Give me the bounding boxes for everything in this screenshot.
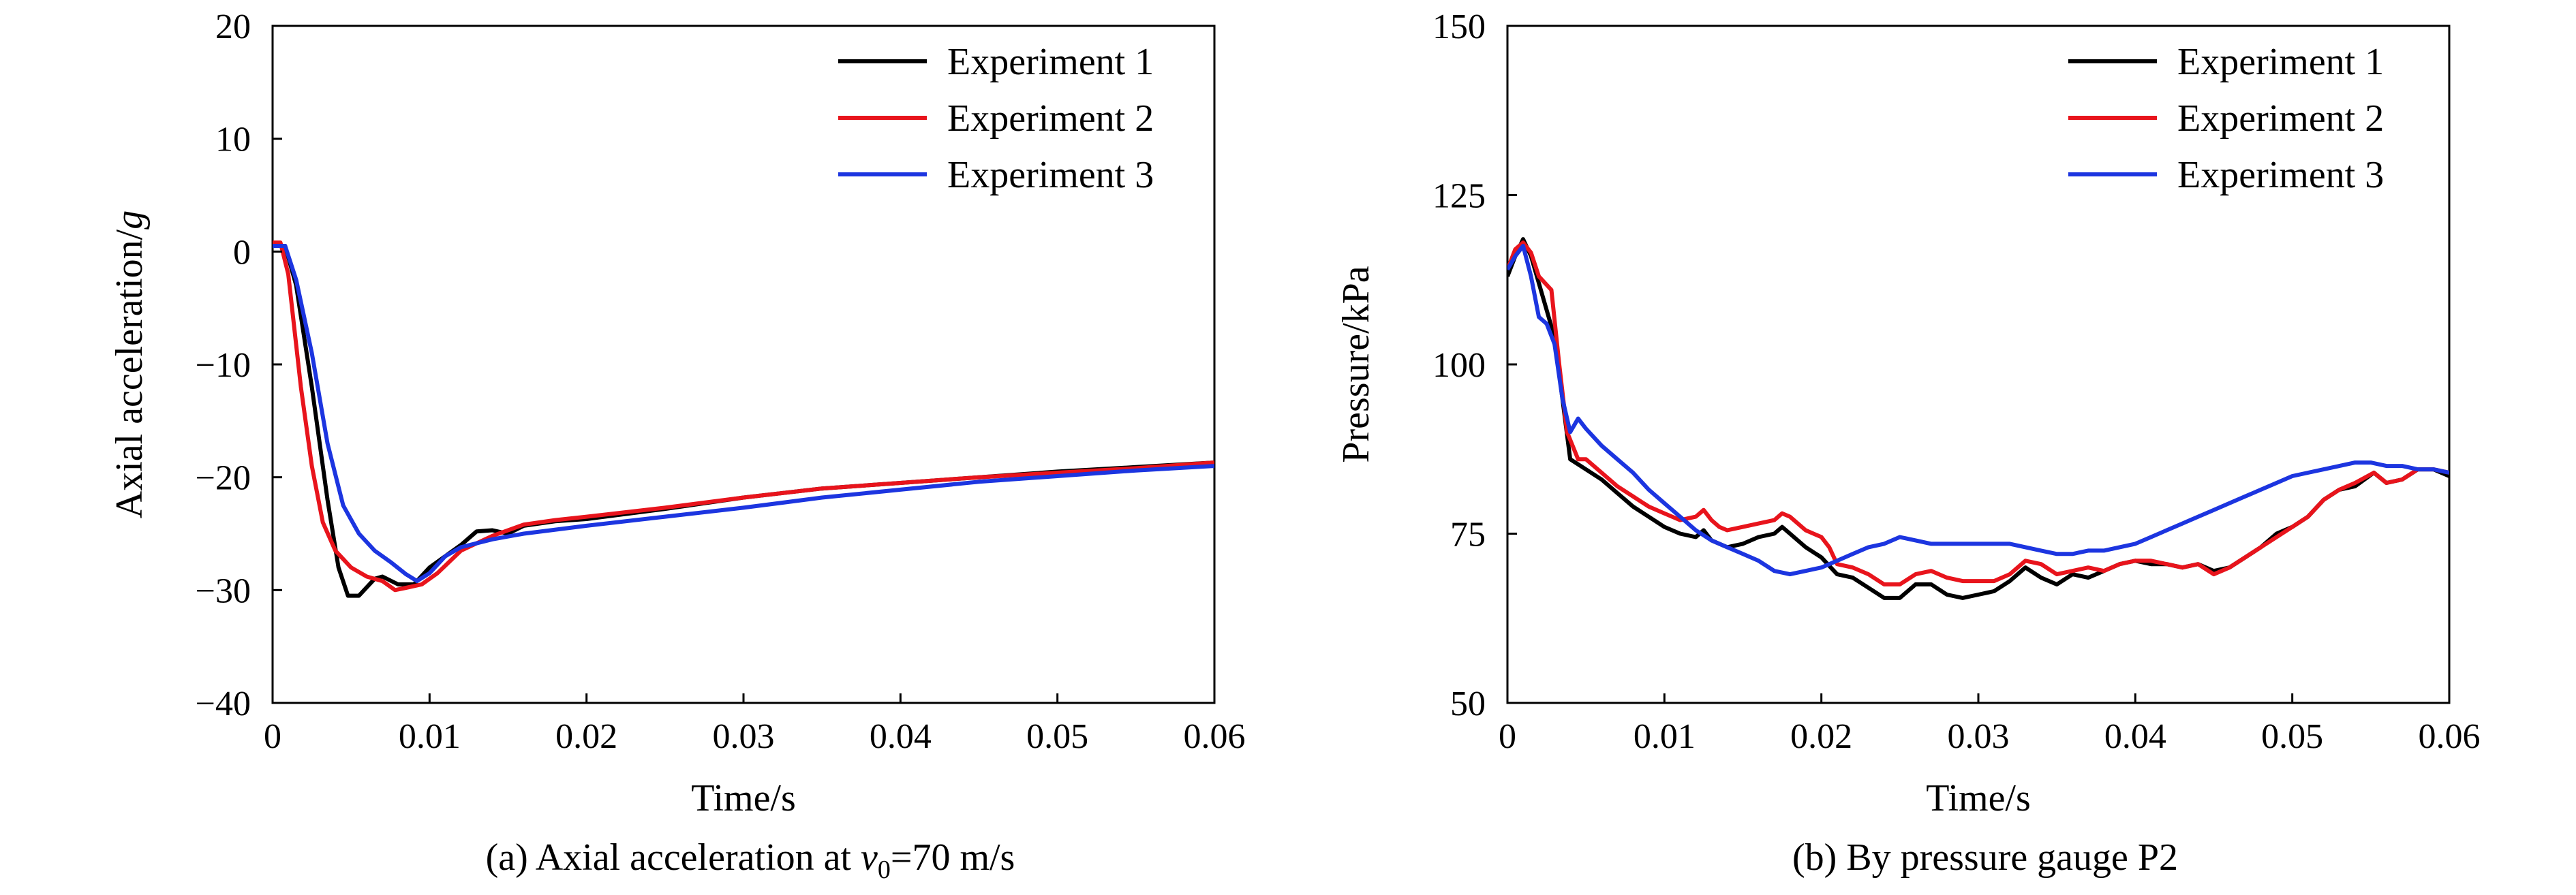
chart-a-x-tick-label: 0.05	[1026, 717, 1088, 756]
chart-b-x-tick-label: 0.03	[1948, 717, 2010, 756]
chart-b-x-tick-label: 0.04	[2104, 717, 2166, 756]
chart-a-series-line-1	[273, 244, 1214, 598]
chart-a-legend-label-2: Experiment 2	[947, 97, 1154, 140]
chart-a-y-tick-label: −20	[196, 459, 251, 498]
chart-b-y-axis-label: Pressure/kPa	[1335, 266, 1377, 462]
chart-a-y-tick-label: 10	[215, 121, 251, 159]
chart-b-x-tick-label: 0.02	[1790, 717, 1852, 756]
chart-a-x-tick-label: 0.02	[555, 717, 617, 756]
chart-b-x-tick-label: 0.01	[1634, 717, 1696, 756]
chart-b-x-tick-label: 0.05	[2261, 717, 2323, 756]
chart-b-x-tick-label: 0	[1499, 717, 1516, 756]
chart-a-y-tick-label: −40	[196, 685, 251, 723]
chart-a-series-line-3	[273, 244, 1214, 584]
chart-a-x-tick-label: 0	[264, 717, 281, 756]
chart-a-legend-label-1: Experiment 1	[947, 41, 1154, 83]
chart-b-legend-label-3: Experiment 3	[2177, 154, 2384, 196]
chart-b-x-tick-label: 0.06	[2419, 717, 2481, 756]
chart-a-x-tick-label: 0.01	[399, 717, 461, 756]
chart-b-y-tick-label: 100	[1432, 346, 1486, 385]
chart-a-y-tick-label: −10	[196, 346, 251, 385]
chart-b-legend-label-2: Experiment 2	[2177, 97, 2384, 140]
chart-b-y-tick-label: 50	[1450, 685, 1486, 723]
chart-a-x-tick-label: 0.06	[1184, 717, 1246, 756]
chart-a-x-tick-label: 0.04	[870, 717, 932, 756]
chart-b-legend-label-1: Experiment 1	[2177, 41, 2384, 83]
chart-b-legend: Experiment 1 Experiment 2 Experiment 3	[2068, 41, 2384, 196]
chart-a-y-tick-label: 20	[215, 7, 251, 46]
chart-b-series-line-2	[1507, 240, 2449, 586]
chart-a-caption: (a) Axial acceleration at v0=70 m/s	[486, 836, 1015, 884]
chart-a-x-axis-label: Time/s	[691, 777, 796, 819]
chart-b-caption: (b) By pressure gauge P2	[1792, 836, 2178, 879]
chart-b-y-tick-label: 75	[1450, 516, 1486, 554]
chart-b-series-line-3	[1507, 244, 2449, 577]
chart-a-legend: Experiment 1 Experiment 2 Experiment 3	[838, 41, 1154, 196]
chart-b-y-tick-label: 150	[1432, 7, 1486, 46]
chart-b: 0 0.01 0.02 0.03 0.04 0.05 0.06 50 75 100 125 150 Ti…	[1335, 7, 2481, 879]
chart-b-series-line-1	[1507, 237, 2449, 600]
chart-a-series-line-2	[273, 240, 1214, 593]
chart-a-y-axis-label: Axial acceleration/g	[108, 210, 151, 518]
chart-b-y-tick-label: 125	[1432, 177, 1486, 216]
chart-a: 0 0.01 0.02 0.03 0.04 0.05 0.06 −40 −30 −20 −10 0 10…	[108, 7, 1246, 884]
chart-a-legend-label-3: Experiment 3	[947, 154, 1154, 196]
chart-a-y-tick-label: 0	[233, 233, 251, 272]
chart-a-x-tick-label: 0.03	[713, 717, 775, 756]
chart-b-x-axis-label: Time/s	[1926, 777, 2031, 819]
chart-a-y-tick-label: −30	[196, 571, 251, 610]
